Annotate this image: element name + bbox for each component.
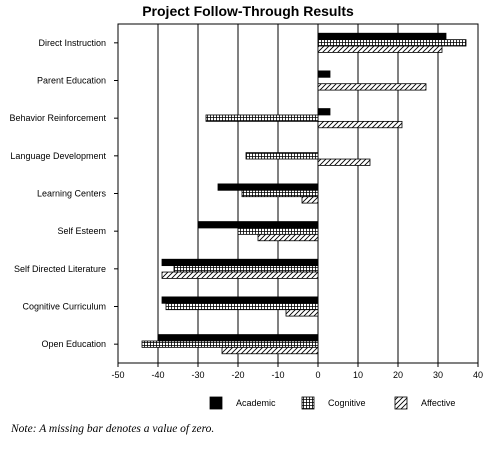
bar-affective — [257, 233, 319, 242]
bar-affective — [317, 45, 443, 53]
bar-academic — [157, 334, 319, 342]
bar-cognitive — [141, 340, 319, 348]
chart-title: Project Follow-Through Results — [142, 3, 354, 19]
x-tick-label: 30 — [433, 370, 443, 380]
chart-note: Note: A missing bar denotes a value of z… — [11, 423, 215, 435]
x-tick-label: -10 — [271, 370, 284, 380]
bar-cognitive — [245, 152, 319, 160]
x-tick-label: 40 — [473, 370, 483, 380]
bar-cognitive — [205, 114, 319, 122]
x-tick-label: -50 — [111, 370, 124, 380]
category-label: Cognitive Curriculum — [22, 302, 106, 312]
x-tick-label: 20 — [393, 370, 403, 380]
legend-label-academic: Academic — [236, 398, 276, 408]
bar-affective — [285, 309, 319, 317]
bar-academic — [317, 108, 331, 116]
category-label: Learning Centers — [37, 189, 107, 199]
bar-affective — [317, 158, 371, 166]
category-label: Language Development — [10, 151, 106, 161]
category-label: Behavior Reinforcement — [9, 113, 106, 123]
legend-swatch-cognitive — [301, 396, 315, 410]
bar-academic — [161, 296, 319, 304]
x-tick-label: 0 — [315, 370, 320, 380]
bar-cognitive — [165, 302, 319, 311]
category-label: Direct Instruction — [38, 38, 106, 48]
bar-academic — [161, 258, 319, 267]
legend-swatch-academic — [209, 396, 223, 410]
bar-cognitive — [173, 265, 319, 273]
category-labels: Direct Instruction Parent Education Behavi… — [9, 38, 118, 349]
bar-academic — [317, 70, 331, 78]
category-label: Self Directed Literature — [14, 264, 106, 274]
bar-academic — [317, 32, 447, 41]
category-label: Self Esteem — [57, 226, 106, 236]
bar-cognitive — [241, 189, 319, 198]
bar-affective — [221, 346, 319, 355]
bar-academic — [197, 221, 319, 229]
legend-label-affective: Affective — [421, 398, 455, 408]
x-axis-ticks: -50 -40 -30 -20 -10 0 10 20 30 40 — [111, 363, 483, 380]
bar-affective — [317, 83, 427, 91]
legend: Academic Cognitive Affective — [209, 396, 455, 410]
legend-label-cognitive: Cognitive — [328, 398, 366, 408]
bar-affective — [161, 271, 319, 279]
x-tick-label: -20 — [231, 370, 244, 380]
bar-affective — [301, 196, 319, 204]
legend-swatch-affective — [394, 396, 408, 410]
bars — [141, 32, 467, 355]
bar-cognitive — [317, 39, 467, 47]
category-label: Open Education — [41, 339, 106, 349]
x-tick-label: -40 — [151, 370, 164, 380]
bar-cognitive — [237, 227, 319, 235]
x-tick-label: -30 — [191, 370, 204, 380]
bar-affective — [317, 120, 403, 129]
category-label: Parent Education — [37, 76, 106, 86]
x-tick-label: 10 — [353, 370, 363, 380]
bar-academic — [217, 183, 319, 191]
